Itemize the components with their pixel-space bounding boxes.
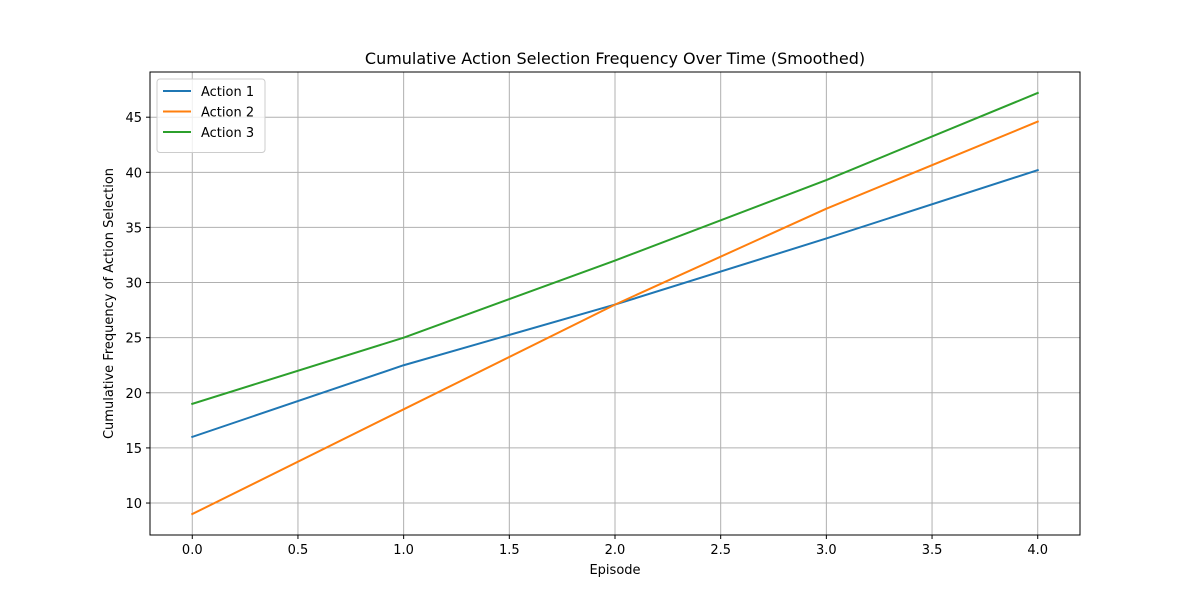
legend-label: Action 2 (201, 106, 254, 121)
x-tick-label: 0.5 (288, 543, 309, 558)
y-tick-label: 25 (125, 332, 142, 347)
legend-box (156, 78, 266, 153)
legend: Action 1 Action 2 Action 3 (156, 78, 266, 153)
y-tick-label: 20 (125, 387, 142, 402)
series-layer (190, 91, 1040, 516)
x-tick-label: 3.0 (816, 543, 837, 558)
y-axis-label: Cumulative Frequency of Action Selection (102, 168, 117, 439)
x-axis-label: Episode (589, 563, 640, 578)
grid-layer (150, 72, 1080, 535)
x-tick-label: 1.5 (499, 543, 520, 558)
y-tick-label: 10 (125, 497, 142, 512)
y-tick-label: 40 (125, 166, 142, 181)
legend-label: Action 1 (201, 85, 254, 100)
x-tick-label: 2.5 (710, 543, 731, 558)
x-tick-label: 0.0 (182, 543, 203, 558)
chart-title: Cumulative Action Selection Frequency Ov… (365, 49, 865, 68)
legend-label: Action 3 (201, 126, 254, 141)
tick-layer: 0.0 0.5 1.0 1.5 2.0 2.5 3.0 3.5 4.0 10 15 20 25 30 35 4… (125, 111, 1048, 558)
series-line-action-2 (190, 120, 1040, 516)
y-tick-label: 45 (125, 111, 142, 126)
x-tick-label: 2.0 (605, 543, 626, 558)
y-tick-label: 15 (125, 442, 142, 457)
x-tick-label: 4.0 (1027, 543, 1048, 558)
x-tick-label: 3.5 (922, 543, 943, 558)
x-tick-label: 1.0 (393, 543, 414, 558)
series-line-action-3 (191, 91, 1040, 406)
y-tick-label: 30 (125, 277, 142, 292)
y-tick-label: 35 (125, 221, 142, 236)
